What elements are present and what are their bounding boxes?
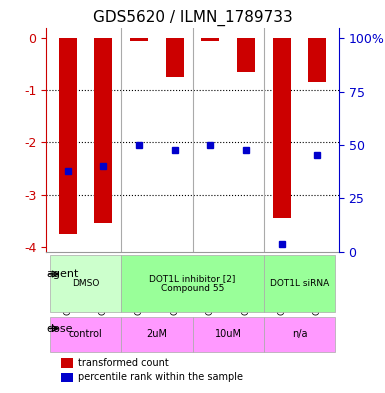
FancyBboxPatch shape xyxy=(121,317,192,352)
Bar xyxy=(308,38,326,82)
Text: n/a: n/a xyxy=(292,329,307,339)
FancyBboxPatch shape xyxy=(264,317,335,352)
Text: 10uM: 10uM xyxy=(215,329,242,339)
Text: DMSO: DMSO xyxy=(72,279,99,288)
Bar xyxy=(59,38,77,234)
FancyBboxPatch shape xyxy=(264,255,335,312)
Text: 2uM: 2uM xyxy=(146,329,167,339)
FancyBboxPatch shape xyxy=(50,317,121,352)
Text: agent: agent xyxy=(46,269,79,279)
Text: dose: dose xyxy=(46,323,73,334)
Bar xyxy=(130,38,148,40)
Text: transformed count: transformed count xyxy=(79,358,169,368)
FancyBboxPatch shape xyxy=(50,255,121,312)
Text: DOT1L inhibitor [2]
Compound 55: DOT1L inhibitor [2] Compound 55 xyxy=(149,274,236,293)
Bar xyxy=(61,373,72,382)
FancyBboxPatch shape xyxy=(192,317,264,352)
Bar xyxy=(61,358,72,368)
Bar xyxy=(201,38,219,40)
Text: percentile rank within the sample: percentile rank within the sample xyxy=(79,372,243,382)
Bar xyxy=(166,38,184,77)
Bar xyxy=(237,38,255,72)
Bar xyxy=(94,38,112,223)
Text: DOT1L siRNA: DOT1L siRNA xyxy=(270,279,329,288)
Text: control: control xyxy=(69,329,102,339)
FancyBboxPatch shape xyxy=(121,255,264,312)
Bar xyxy=(273,38,291,218)
Title: GDS5620 / ILMN_1789733: GDS5620 / ILMN_1789733 xyxy=(93,10,292,26)
